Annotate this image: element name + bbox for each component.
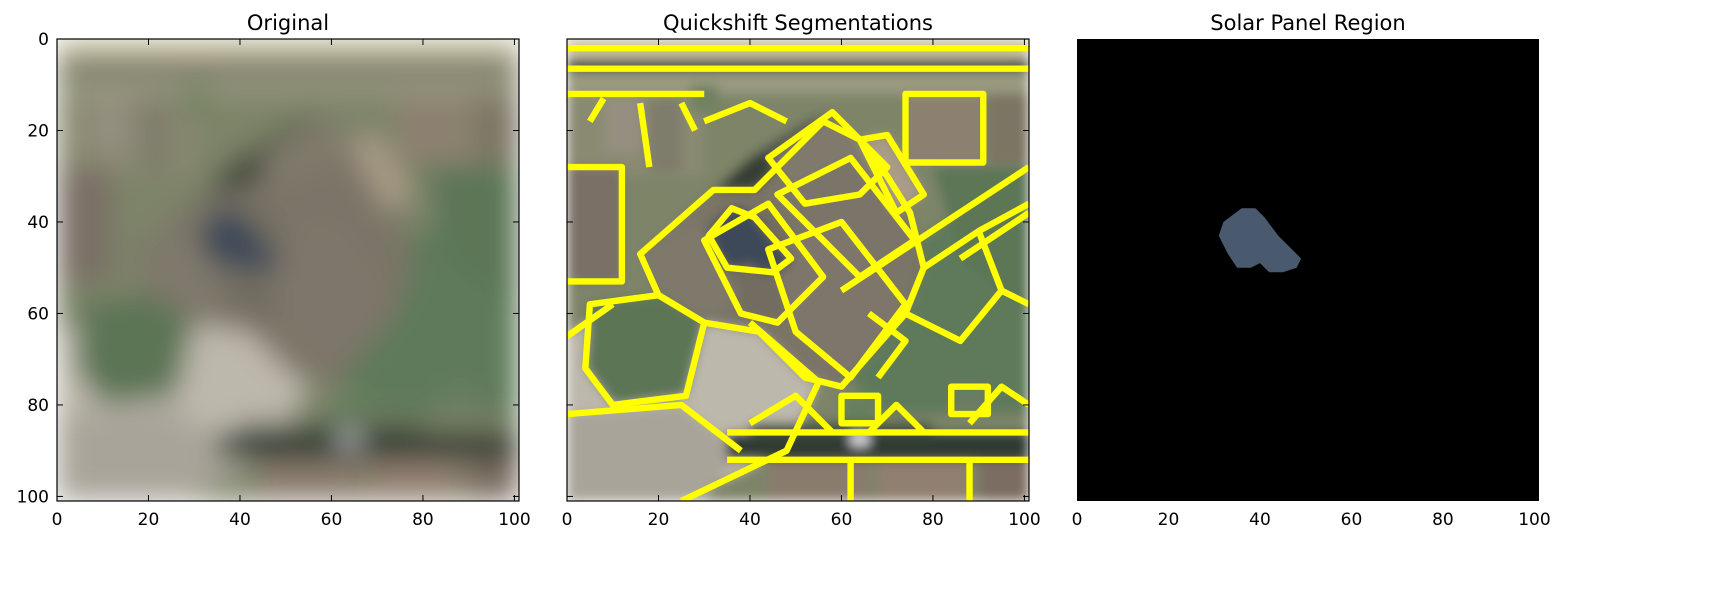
x-tick-label: 0 [1072, 510, 1083, 530]
x-tick-label: 80 [1432, 510, 1454, 530]
x-tick-label: 40 [1249, 510, 1271, 530]
y-tick-label: 0 [38, 30, 49, 50]
x-tick-label: 0 [52, 510, 63, 530]
panel-solar-region: Solar Panel Region 0 20 40 60 80 100 [1072, 11, 1551, 530]
x-tick-label: 60 [831, 510, 853, 530]
original-image [57, 39, 519, 501]
axes-frame-1 [56, 38, 520, 502]
y-tick-label: 100 [17, 487, 49, 507]
panel-segmentations: Quickshift Segmentations 0 20 40 60 80 100 [562, 11, 1041, 530]
panel-title: Original [247, 11, 329, 35]
mask-image [1077, 39, 1539, 501]
x-tick-label: 40 [229, 510, 251, 530]
axes-frame-2 [566, 38, 1030, 502]
axis-ticks-2: 0 20 40 60 80 100 [562, 38, 1041, 530]
x-tick-label: 20 [648, 510, 670, 530]
x-tick-label: 100 [1518, 510, 1550, 530]
x-tick-label: 60 [321, 510, 343, 530]
panel-title: Quickshift Segmentations [663, 11, 933, 35]
panel-title: Solar Panel Region [1210, 11, 1405, 35]
x-tick-label: 60 [1341, 510, 1363, 530]
axis-ticks-3: 0 20 40 60 80 100 [1072, 510, 1551, 530]
y-tick-label: 20 [27, 121, 49, 141]
x-tick-label: 100 [498, 510, 530, 530]
x-tick-label: 0 [562, 510, 573, 530]
x-tick-label: 20 [1158, 510, 1180, 530]
y-tick-label: 40 [27, 213, 49, 233]
y-tick-label: 80 [27, 396, 49, 416]
x-tick-label: 20 [138, 510, 160, 530]
y-tick-label: 60 [27, 304, 49, 324]
x-tick-label: 100 [1008, 510, 1040, 530]
segment-boundaries [567, 44, 1029, 501]
x-tick-label: 80 [412, 510, 434, 530]
solar-panel-region [1218, 208, 1302, 273]
x-tick-label: 40 [739, 510, 761, 530]
segmented-image [567, 39, 1029, 501]
x-tick-label: 80 [922, 510, 944, 530]
